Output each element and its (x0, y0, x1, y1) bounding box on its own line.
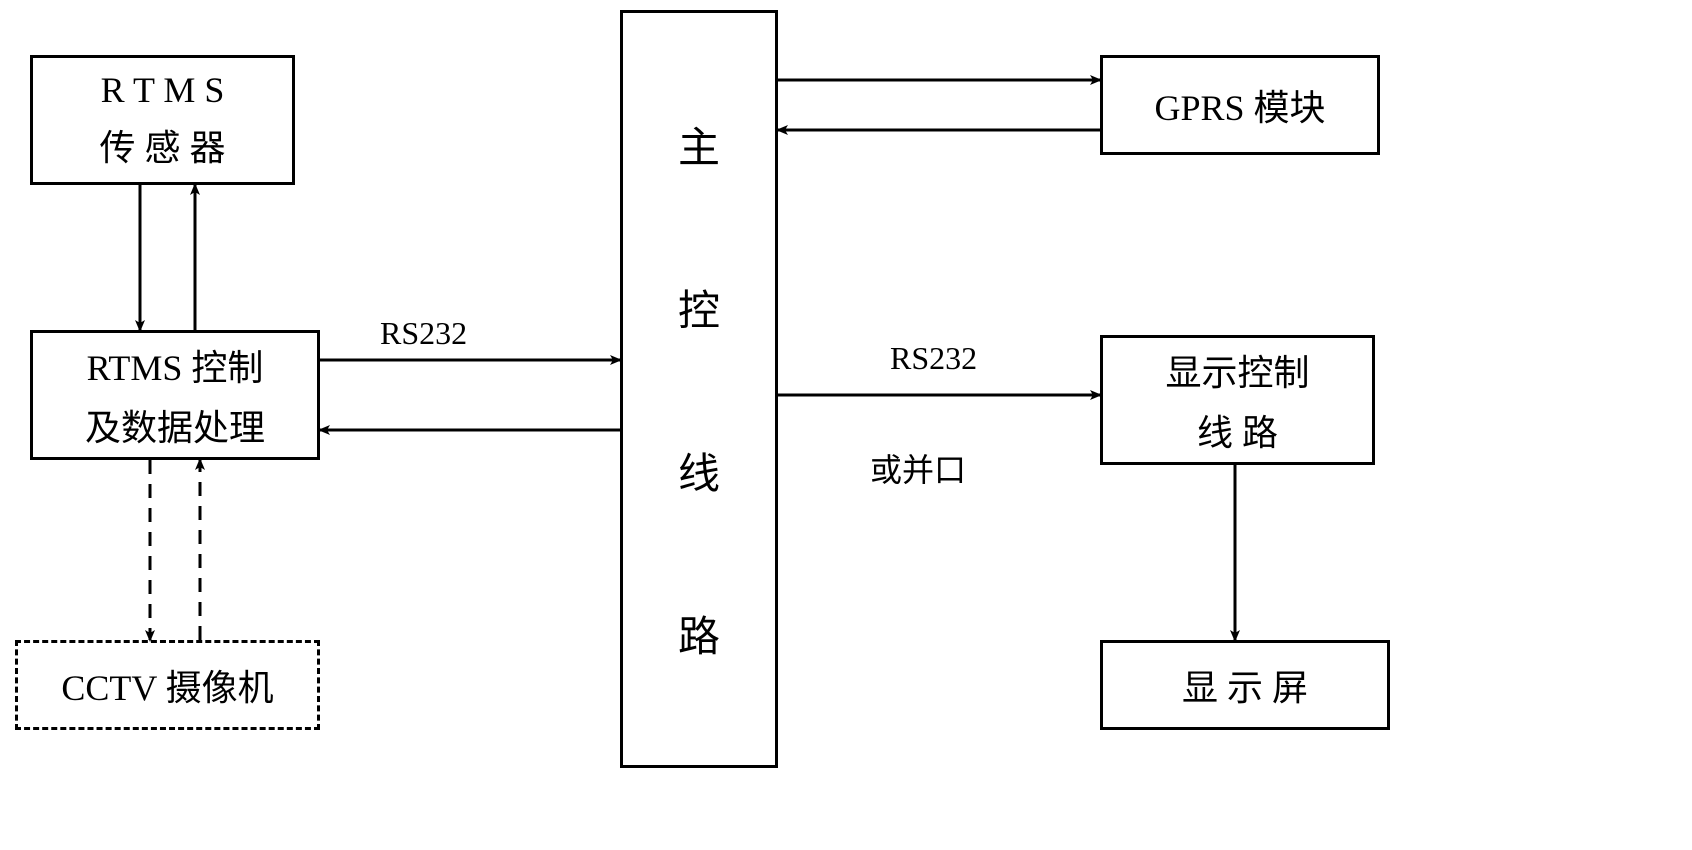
main-control-box: 主控线路 (620, 10, 778, 768)
rs232-right-label: RS232 (890, 340, 977, 377)
rtms-control-box: RTMS 控制及数据处理 (30, 330, 320, 460)
parallel-label: 或并口 (870, 445, 966, 491)
cctv-box: CCTV 摄像机 (15, 640, 320, 730)
display-screen-box: 显 示 屏 (1100, 640, 1390, 730)
rtms-sensor-box: R T M S传 感 器 (30, 55, 295, 185)
display-control-box: 显示控制线 路 (1100, 335, 1375, 465)
gprs-box: GPRS 模块 (1100, 55, 1380, 155)
rs232-left-label: RS232 (380, 315, 467, 352)
